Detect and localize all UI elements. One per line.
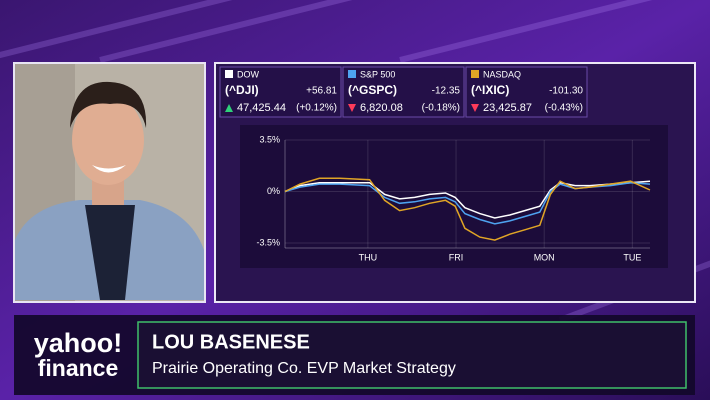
direction-arrow <box>225 104 233 112</box>
ticker-price: 23,425.87 <box>483 102 532 114</box>
legend-swatch <box>225 70 233 78</box>
ticker-change-pct: (-0.18%) <box>422 103 460 114</box>
ticker-box <box>465 66 588 118</box>
direction-arrow <box>471 104 479 112</box>
ticker-change: +56.81 <box>306 86 337 97</box>
guest-title: Prairie Operating Co. EVP Market Strateg… <box>152 360 456 377</box>
ticker-row: DOW (^DJI) +56.81 47,425.44 (+0.12%) S&P 500 (… <box>219 66 588 118</box>
ticker-symbol: (^DJI) <box>225 83 259 97</box>
ticker-box <box>342 66 465 118</box>
ticker-symbol: (^IXIC) <box>471 83 509 97</box>
ticker-price: 47,425.44 <box>237 102 286 114</box>
series-line <box>284 177 651 241</box>
legend-swatch <box>471 70 479 78</box>
guest-name: LOU BASENESE <box>152 331 310 353</box>
series-line <box>284 180 651 219</box>
x-tick-label: THU <box>359 252 378 262</box>
legend-label: DOW <box>237 69 260 79</box>
x-tick-label: TUE <box>623 252 641 262</box>
name-box <box>137 321 687 389</box>
y-tick-label: 0% <box>267 186 280 196</box>
legend-label: S&P 500 <box>360 69 395 79</box>
presenter <box>15 64 204 301</box>
y-tick-label: -3.5% <box>256 237 280 247</box>
legend-swatch <box>348 70 356 78</box>
legend-label: NASDAQ <box>483 69 521 79</box>
x-tick-label: FRI <box>449 252 464 262</box>
ticker-symbol: (^GSPC) <box>348 83 397 97</box>
ticker-change-pct: (+0.12%) <box>296 103 337 114</box>
y-tick-label: 3.5% <box>259 134 280 144</box>
logo-top: yahoo! <box>34 328 123 358</box>
ticker-price: 6,820.08 <box>360 102 403 114</box>
ticker-change-pct: (-0.43%) <box>545 103 583 114</box>
x-tick-label: MON <box>534 252 555 262</box>
logo-bottom: finance <box>38 355 119 381</box>
ticker-box <box>219 66 342 118</box>
direction-arrow <box>348 104 356 112</box>
ticker-change: -101.30 <box>549 86 583 97</box>
ticker-change: -12.35 <box>432 86 461 97</box>
